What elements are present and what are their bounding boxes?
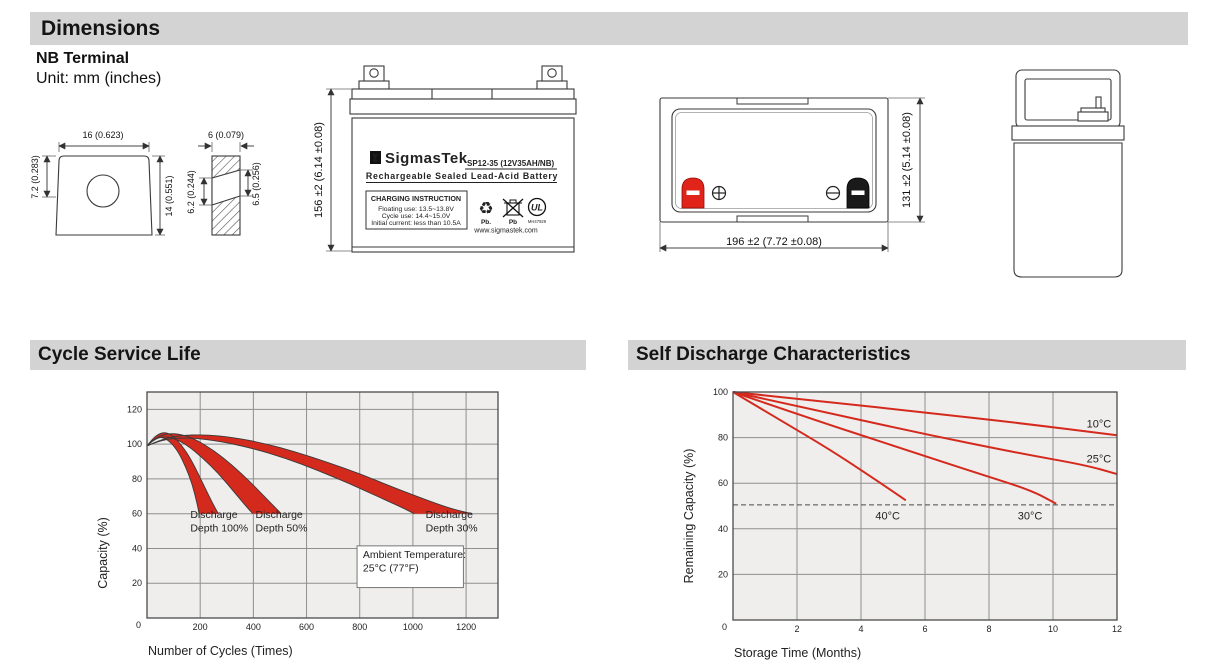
battery-side-view bbox=[1011, 69, 1125, 278]
origin-tick-label: 0 bbox=[722, 622, 727, 632]
y-tick-label: 20 bbox=[718, 569, 728, 579]
section-inner-right-label: 6.5 (0.256) bbox=[251, 162, 261, 206]
battery-height-label: 156 ±2 (6.14 ±0.08) bbox=[313, 122, 325, 218]
terminal-front-drawing: 16 (0.623) 7.2 (0.283) 14 (0.551) bbox=[30, 130, 174, 236]
series-40-c bbox=[732, 391, 907, 502]
x-axis-title: Number of Cycles (Times) bbox=[148, 644, 293, 658]
y-tick-label: 40 bbox=[718, 524, 728, 534]
x-tick-label: 200 bbox=[193, 622, 208, 632]
series-label: 25°C bbox=[1087, 454, 1112, 466]
positive-terminal-red bbox=[681, 177, 705, 209]
battery-front-view: Σ SigmasTek SP12-35 (12V35AH/NB) Recharg… bbox=[313, 65, 577, 253]
nb-terminal-block: NB Terminal Unit: mm (inches) bbox=[36, 49, 161, 89]
annotation-text: Discharge bbox=[190, 509, 237, 521]
recycle-icon: ♻ bbox=[478, 199, 493, 218]
band-discharge-depth-50- bbox=[147, 433, 282, 514]
self-discharge-characteristics-chart: 2 4 6 8 10 12 20 40 60 80 100 0 10°C 25°C 30°C 40°C Stor… bbox=[682, 387, 1122, 660]
x-tick-label: 10 bbox=[1048, 624, 1058, 634]
annotation-box bbox=[356, 545, 464, 589]
self-discharge-title: Self Discharge Characteristics bbox=[636, 344, 911, 365]
charging-instruction-box bbox=[365, 190, 468, 230]
model-number: SP12-35 (12V35AH/NB) bbox=[467, 159, 554, 168]
y-tick-label: 120 bbox=[127, 404, 142, 414]
recycle-pb-label: Pb. bbox=[481, 219, 491, 226]
section-width-label: 6 (0.079) bbox=[208, 130, 244, 140]
y-tick-label: 100 bbox=[713, 387, 728, 397]
unit-label: Unit: mm (inches) bbox=[36, 70, 162, 87]
terminal-section-drawing: 6 (0.079) 6.2 (0.244) 6.5 (0.256) bbox=[186, 130, 261, 236]
band-discharge-depth-30- bbox=[147, 434, 472, 514]
x-tick-label: 8 bbox=[986, 624, 991, 634]
bin-pb-label: Pb bbox=[509, 219, 517, 226]
section-header-dimensions: Dimensions bbox=[30, 12, 1188, 45]
dimension-drawings: 16 (0.623) 7.2 (0.283) 14 (0.551) 6 (0.0… bbox=[30, 65, 1125, 278]
y-tick-label: 20 bbox=[132, 578, 142, 588]
ul-code-label: MH47929 bbox=[528, 219, 547, 224]
section-inner-left-label: 6.2 (0.244) bbox=[186, 170, 196, 214]
y-tick-label: 40 bbox=[132, 543, 142, 553]
website-label: www.sigmastek.com bbox=[473, 228, 538, 235]
battery-subtitle: Rechargeable Sealed Lead-Acid Battery bbox=[366, 171, 558, 181]
series-label: 30°C bbox=[1018, 511, 1043, 523]
annotation-text: Depth 30% bbox=[426, 523, 478, 535]
x-tick-label: 2 bbox=[794, 624, 799, 634]
y-tick-label: 100 bbox=[127, 439, 142, 449]
y-axis-title: Capacity (%) bbox=[96, 517, 110, 589]
series-25-c bbox=[732, 391, 1118, 476]
minus-symbol bbox=[825, 185, 841, 201]
negative-terminal-black bbox=[846, 177, 870, 209]
x-tick-label: 600 bbox=[299, 622, 314, 632]
x-axis-title: Storage Time (Months) bbox=[734, 646, 861, 660]
ul-mark-icon: UL bbox=[527, 197, 547, 217]
x-tick-label: 400 bbox=[246, 622, 261, 632]
battery-depth-label: 131 ±2 (5.14 ±0.08) bbox=[901, 112, 913, 208]
nb-terminal-title: NB Terminal bbox=[36, 50, 130, 67]
series-label: 10°C bbox=[1087, 418, 1112, 430]
crossed-bin-icon bbox=[502, 198, 524, 218]
dimensions-title: Dimensions bbox=[41, 16, 161, 40]
section-header-cycle-service-life: Cycle Service Life bbox=[30, 340, 586, 370]
y-tick-label: 80 bbox=[718, 433, 728, 443]
charging-title: CHARGING INSTRUCTION bbox=[371, 194, 461, 203]
x-tick-label: 12 bbox=[1112, 624, 1122, 634]
series-label: 40°C bbox=[875, 511, 900, 523]
charging-line1: Floating use: 13.5~13.8V bbox=[378, 206, 454, 213]
plus-symbol bbox=[711, 185, 727, 201]
terminal-width-label: 16 (0.623) bbox=[82, 130, 123, 140]
battery-top-view: 196 ±2 (7.72 ±0.08) 131 ±2 (5.14 ±0.08) bbox=[659, 97, 925, 252]
band-discharge-depth-100- bbox=[147, 432, 219, 514]
brand-name: SigmasTek bbox=[385, 150, 468, 167]
cycle-service-life-title: Cycle Service Life bbox=[38, 344, 201, 365]
x-tick-label: 1000 bbox=[403, 622, 423, 632]
annotation-text: 25°C (77°F) bbox=[363, 563, 419, 575]
battery-width-label: 196 ±2 (7.72 ±0.08) bbox=[726, 236, 822, 248]
y-axis-title: Remaining Capacity (%) bbox=[682, 449, 696, 584]
y-tick-label: 60 bbox=[718, 478, 728, 488]
cycle-service-life-chart: 200 400 600 800 1000 1200204060801001200Disch… bbox=[96, 391, 499, 658]
sigma-logo bbox=[370, 151, 381, 164]
annotation-text: Ambient Temperature: bbox=[363, 549, 466, 561]
section-header-self-discharge: Self Discharge Characteristics bbox=[628, 340, 1186, 370]
svg-text:UL: UL bbox=[531, 203, 543, 213]
origin-tick-label: 0 bbox=[136, 620, 141, 630]
y-tick-label: 60 bbox=[132, 509, 142, 519]
x-tick-label: 800 bbox=[352, 622, 367, 632]
x-tick-label: 4 bbox=[858, 624, 863, 634]
annotation-text: Depth 100% bbox=[190, 523, 248, 535]
x-tick-label: 1200 bbox=[456, 622, 476, 632]
terminal-upper-height-label: 7.2 (0.283) bbox=[30, 155, 40, 199]
annotation-text: Discharge bbox=[426, 509, 473, 521]
sigma-glyph: Σ bbox=[372, 154, 378, 165]
charging-line3: Initial current: less than 10.5A bbox=[371, 220, 461, 227]
charging-line2: Cycle use: 14.4~15.0V bbox=[382, 213, 451, 220]
terminal-height-label: 14 (0.551) bbox=[164, 175, 174, 216]
y-tick-label: 80 bbox=[132, 474, 142, 484]
x-tick-label: 6 bbox=[922, 624, 927, 634]
series-30-c bbox=[732, 391, 1057, 505]
series-10-c bbox=[732, 391, 1118, 437]
annotation-text: Discharge bbox=[255, 509, 302, 521]
annotation-text: Depth 50% bbox=[255, 523, 307, 535]
